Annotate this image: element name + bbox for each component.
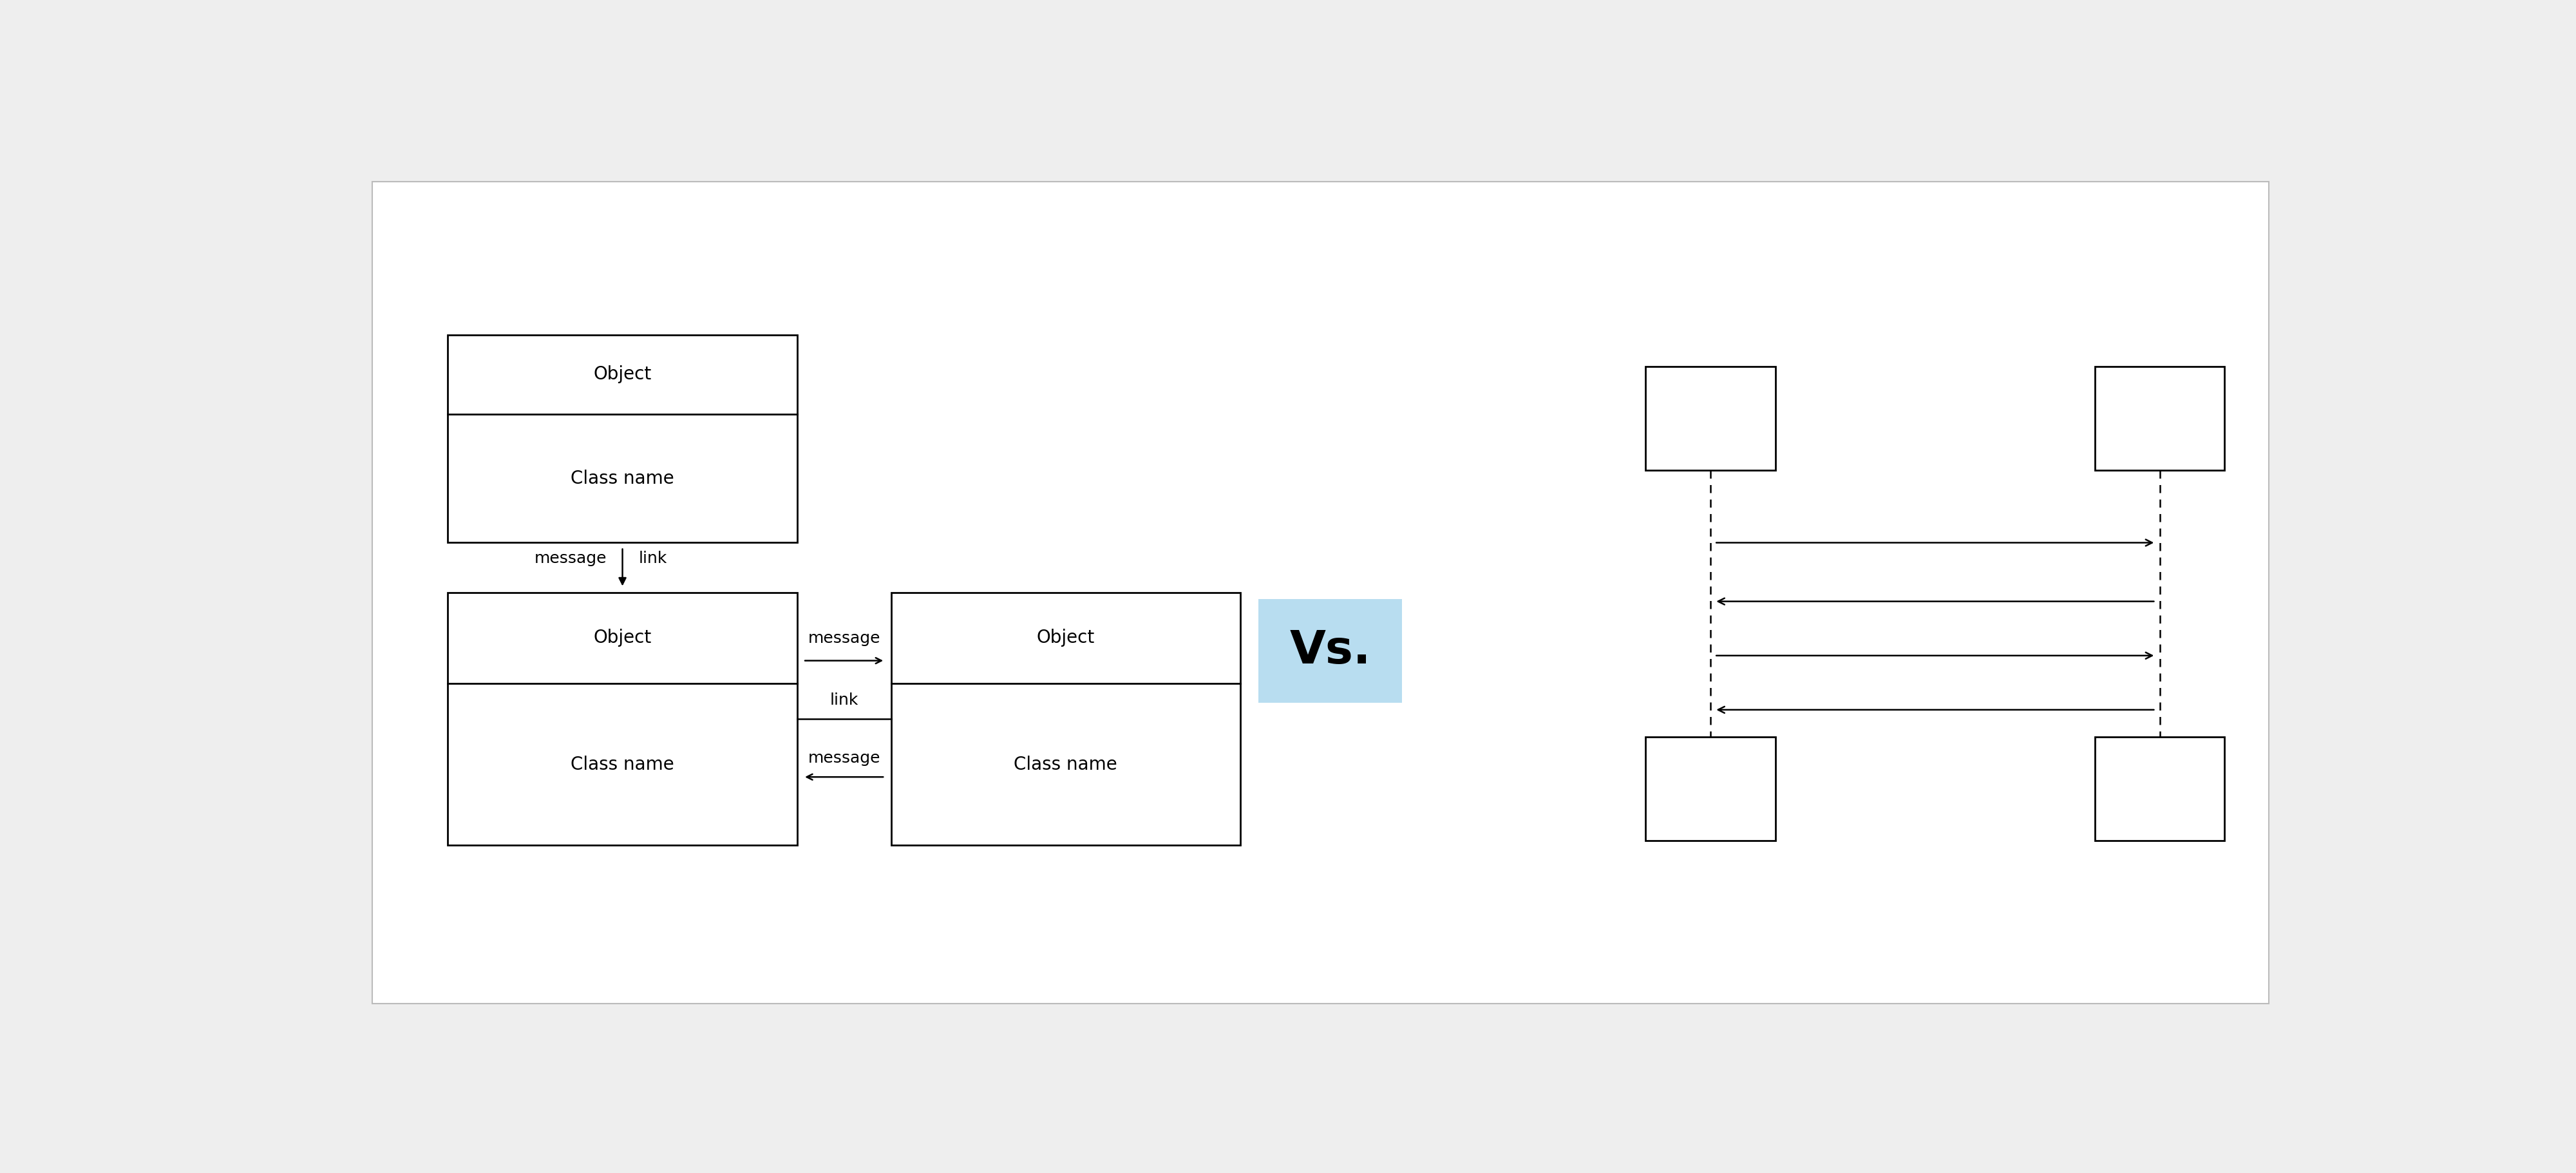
Text: message: message	[533, 551, 605, 567]
Bar	[448, 592, 796, 846]
Text: Object: Object	[1036, 629, 1095, 646]
Text: message: message	[809, 631, 881, 646]
Bar	[1257, 599, 1401, 703]
Bar	[1646, 366, 1775, 470]
Text: Object: Object	[592, 629, 652, 646]
Bar	[891, 592, 1242, 846]
Text: Class name: Class name	[1015, 755, 1118, 773]
Text: Object: Object	[592, 366, 652, 384]
Text: Class name: Class name	[572, 469, 675, 487]
Bar	[448, 335, 796, 543]
Text: link: link	[829, 692, 858, 708]
Bar	[1646, 737, 1775, 841]
Text: Vs.: Vs.	[1291, 629, 1370, 673]
Bar	[2094, 737, 2226, 841]
Bar	[2094, 366, 2226, 470]
Text: Class name: Class name	[572, 755, 675, 773]
Text: link: link	[639, 551, 667, 567]
Text: message: message	[809, 751, 881, 766]
